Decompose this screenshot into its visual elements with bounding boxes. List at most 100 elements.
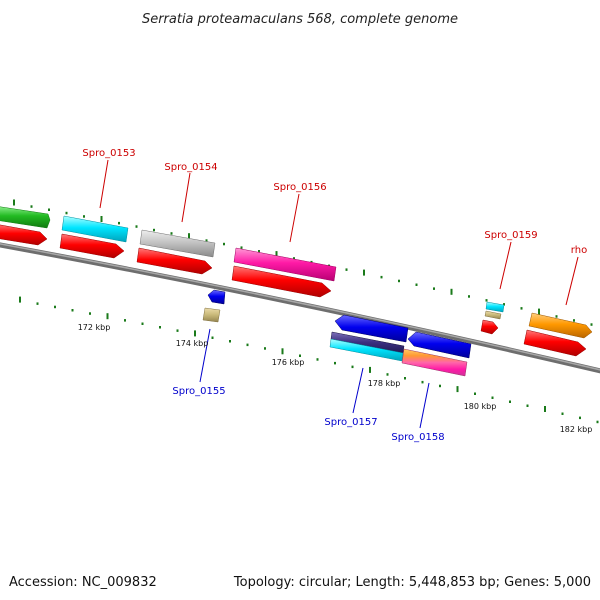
forward-strand-genes	[0, 206, 593, 357]
tick-mark	[450, 288, 453, 295]
tick-mark	[100, 216, 103, 222]
tick-mark	[520, 307, 523, 310]
tick-mark	[573, 319, 575, 322]
map-title: Serratia proteamaculans 568, complete ge…	[142, 12, 458, 27]
gene-spro-0155[interactable]	[207, 289, 226, 305]
gene-labels: Spro_0153 Spro_0154 Spro_0156 Spro_0159 …	[82, 148, 587, 443]
scale-labels: 172 kbp 174 kbp 176 kbp 178 kbp 180 kbp …	[78, 323, 593, 434]
tick-mark	[468, 295, 470, 298]
gene-spro-0158[interactable]	[407, 331, 472, 359]
tick-mark	[398, 279, 400, 283]
tick-mark	[275, 251, 278, 258]
tick-mark	[89, 312, 91, 315]
tick-mark	[141, 322, 144, 325]
tick-mark	[135, 225, 138, 228]
cds-spro-0156[interactable]	[231, 265, 332, 298]
tick-mark	[474, 392, 476, 395]
tick-mark	[205, 239, 208, 242]
tick-mark	[555, 315, 558, 318]
gene-spro-0159[interactable]	[485, 301, 505, 313]
tick-mark	[334, 361, 336, 365]
gene-green-partial[interactable]	[0, 206, 51, 229]
tick-mark	[293, 257, 295, 260]
tick-mark	[415, 283, 418, 286]
gene-spro-0156[interactable]	[233, 247, 337, 282]
tick-mark	[345, 268, 348, 271]
tick-mark	[526, 404, 529, 407]
tick-mark	[380, 275, 383, 279]
scale-label: 172 kbp	[78, 323, 111, 332]
tick-mark	[118, 221, 120, 225]
tick-mark	[48, 208, 50, 211]
tick-mark	[363, 269, 365, 276]
genome-backbone	[0, 242, 600, 374]
tick-mark	[246, 343, 249, 347]
tick-mark	[19, 296, 21, 303]
tick-mark	[159, 326, 161, 329]
label-rho[interactable]: rho	[571, 245, 587, 256]
tick-mark	[439, 384, 441, 388]
tick-mark	[509, 400, 511, 403]
tick-mark	[538, 308, 540, 315]
tick-mark	[561, 412, 564, 415]
tick-mark	[36, 302, 39, 305]
tick-mark	[596, 420, 599, 424]
tick-mark	[433, 287, 435, 290]
tick-mark	[188, 233, 190, 240]
label-connectors	[99, 159, 579, 429]
cds-rho[interactable]	[523, 329, 587, 357]
cds-spro-0154[interactable]	[136, 247, 213, 275]
tick-mark	[404, 377, 406, 380]
tick-mark	[258, 250, 260, 253]
tick-mark	[503, 303, 505, 306]
label-spro-0156[interactable]: Spro_0156	[273, 182, 326, 193]
gene-rho[interactable]	[528, 312, 593, 339]
gene-spro-0154[interactable]	[139, 229, 216, 258]
tick-mark	[485, 299, 488, 302]
gene-spro-0157[interactable]	[334, 314, 409, 343]
tick-mark	[386, 373, 389, 376]
tick-mark	[54, 305, 56, 309]
gene-spro-0159-b[interactable]	[484, 310, 502, 320]
tick-mark	[71, 309, 74, 312]
tick-mark	[13, 199, 15, 206]
tick-mark	[456, 386, 459, 393]
gene-spro-0155-b[interactable]	[202, 307, 221, 323]
tick-mark	[281, 348, 284, 355]
label-spro-0158[interactable]: Spro_0158	[391, 432, 444, 443]
gene-spro-0158-striped[interactable]	[401, 348, 468, 377]
topology-text: Topology: circular; Length: 5,448,853 bp…	[233, 575, 591, 590]
tick-mark	[421, 380, 424, 384]
tick-mark	[491, 396, 494, 399]
tick-mark	[65, 211, 68, 215]
tick-mark	[240, 246, 243, 249]
tick-mark	[170, 232, 173, 235]
tick-marks	[13, 199, 599, 424]
tick-mark	[83, 215, 85, 218]
label-spro-0155[interactable]: Spro_0155	[172, 386, 225, 397]
tick-mark	[579, 416, 581, 420]
gene-spro-0157-cyan[interactable]	[329, 338, 404, 362]
accession-text: Accession: NC_009832	[9, 575, 157, 590]
tick-mark	[229, 340, 231, 343]
gene-spro-0153[interactable]	[61, 215, 129, 243]
label-spro-0159[interactable]: Spro_0159	[484, 230, 537, 241]
label-spro-0157[interactable]: Spro_0157	[324, 417, 377, 428]
cds-feature[interactable]	[0, 224, 48, 246]
tick-mark	[316, 358, 319, 361]
scale-label: 182 kbp	[560, 425, 593, 434]
tick-mark	[153, 228, 155, 232]
tick-mark	[194, 330, 196, 337]
tick-mark	[590, 323, 593, 326]
label-spro-0153[interactable]: Spro_0153	[82, 148, 135, 159]
tick-mark	[264, 347, 266, 350]
cds-spro-0153[interactable]	[59, 233, 125, 259]
label-spro-0154[interactable]: Spro_0154	[164, 162, 217, 173]
cds-spro-0159[interactable]	[480, 319, 499, 335]
tick-mark	[544, 406, 546, 412]
tick-mark	[299, 354, 301, 357]
scale-label: 174 kbp	[176, 339, 209, 348]
tick-mark	[223, 242, 225, 246]
scale-label: 180 kbp	[464, 402, 497, 411]
